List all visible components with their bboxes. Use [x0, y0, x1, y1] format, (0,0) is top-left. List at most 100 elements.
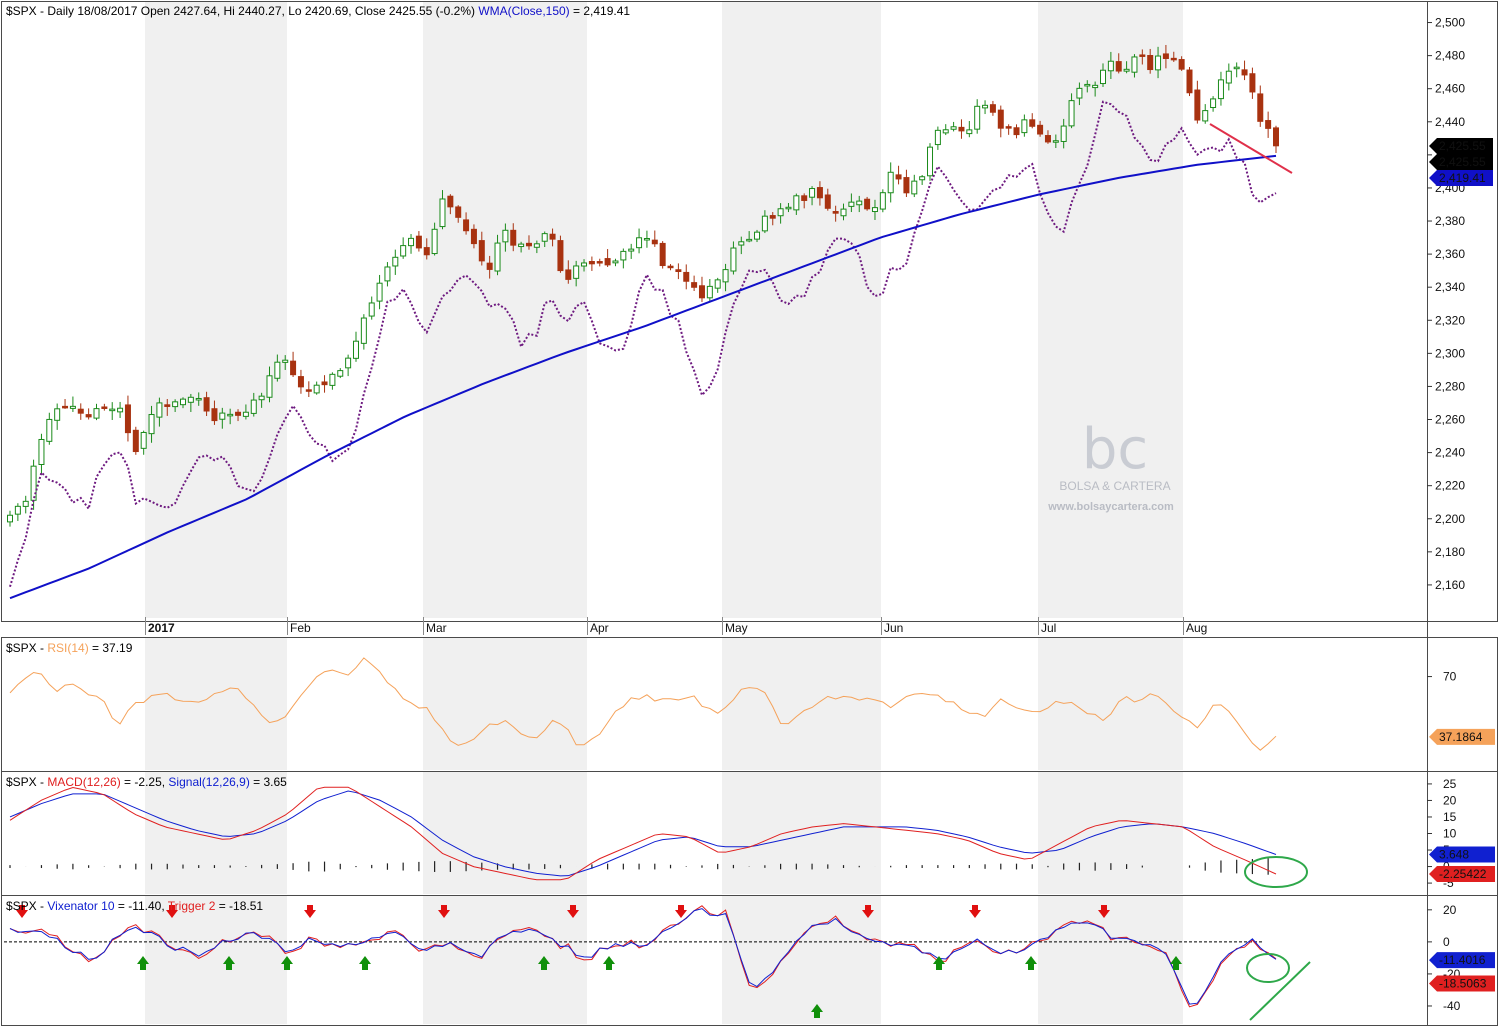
candle-body [1178, 59, 1185, 70]
candle-body [148, 414, 155, 435]
down-signal-arrow [304, 905, 316, 918]
candle-body [919, 176, 926, 181]
candle-body [258, 395, 265, 401]
candle-body [966, 129, 973, 135]
down-signal-arrow [862, 905, 874, 918]
candle-body [478, 240, 485, 262]
vix-tick-label: 20 [1443, 903, 1457, 917]
month-label: Mar [426, 621, 447, 635]
macd-tick-label: -5 [1443, 876, 1454, 890]
macd-tag [1429, 846, 1495, 863]
up-signal-arrow [1025, 956, 1037, 970]
price-tick-label: 2,460 [1435, 82, 1465, 96]
candle-body [30, 465, 37, 501]
candle-body [195, 397, 202, 401]
candle-body [297, 376, 304, 388]
price-tick-label: 2,220 [1435, 479, 1465, 493]
candle-body [1068, 100, 1075, 127]
trend-line [1209, 123, 1293, 174]
candle-body [46, 418, 53, 442]
month-label: May [725, 621, 748, 635]
candle-body [392, 256, 399, 267]
dotted-line [9, 100, 1277, 588]
month-band-2-1 [423, 638, 587, 770]
candle-body [140, 431, 147, 449]
watermark: bc BOLSA & CARTERA www.bolsaycartera.com [1047, 417, 1174, 513]
month-band-6-0 [1038, 2, 1183, 618]
macd-line [9, 786, 1277, 881]
candle-body [400, 245, 407, 257]
rsi-tag [1429, 728, 1495, 745]
candle-body [69, 405, 76, 409]
down-signal-arrow [969, 905, 981, 918]
macd-tick-label: 10 [1443, 827, 1457, 841]
vix-header-value: = -11.40, [115, 899, 168, 913]
vix-header-ind: Vixenator 10 [47, 899, 114, 913]
candle-body [470, 228, 477, 245]
candle-body [187, 396, 194, 403]
vixenator-line [9, 908, 1277, 1005]
candle-body [871, 207, 878, 213]
month-band-0-2 [145, 772, 287, 894]
candle-body [816, 187, 823, 199]
macd-tick-label: 20 [1443, 793, 1457, 807]
month-label: Jun [884, 621, 903, 635]
panel-frame-0 [1, 1, 1498, 622]
rsi-header-sep: - [37, 641, 48, 655]
candle-body [62, 405, 69, 409]
candle-body [903, 177, 910, 194]
down-signal-arrow [1098, 905, 1110, 918]
candle-body [895, 174, 902, 180]
macd-tag [1429, 865, 1495, 882]
price-header: $SPX - Daily 18/08/2017 Open 2427.64, Hi… [6, 4, 630, 18]
candle-body [746, 238, 753, 242]
candle-body [683, 271, 690, 282]
rsi-tag-label: 37.1864 [1439, 730, 1483, 744]
vix-header-sep: - [37, 899, 48, 913]
price-header-wma: WMA(Close,150) [478, 4, 569, 18]
vix-tick-label: 0 [1443, 935, 1450, 949]
price-tick-label: 2,440 [1435, 115, 1465, 129]
candle-body [368, 302, 375, 317]
candle-body [840, 208, 847, 217]
candle-body [109, 408, 116, 412]
candle-body [636, 237, 643, 249]
candle-body [1257, 93, 1264, 122]
candle-body [329, 373, 336, 386]
candle-body [1241, 69, 1248, 76]
candle-body [1005, 126, 1012, 129]
rsi-header-value: = 37.19 [89, 641, 133, 655]
vix-tag-label: -18.5063 [1439, 977, 1487, 991]
price-header-symbol: $SPX [6, 4, 37, 18]
price-tag-label: 2,425.55 [1439, 139, 1486, 153]
price-tag [1429, 154, 1493, 170]
macd-tick-label: 25 [1443, 777, 1457, 791]
candle-body [911, 180, 918, 195]
up-signal-arrow [538, 956, 550, 970]
down-signal-arrow [438, 905, 450, 918]
candle-body [777, 208, 784, 217]
candle-body [887, 171, 894, 194]
candle-body [242, 411, 249, 417]
month-band-4-1 [722, 638, 881, 770]
price-tick-label: 2,340 [1435, 280, 1465, 294]
candle-body [345, 357, 352, 369]
candle-body [927, 146, 934, 177]
candle-body [352, 340, 359, 359]
candle-body [423, 247, 430, 256]
candle-body [494, 242, 501, 272]
candle-body [313, 384, 320, 394]
candle-body [54, 408, 61, 421]
macd-header-sep: - [37, 775, 48, 789]
month-band-2-3 [423, 896, 587, 1024]
candle-body [132, 429, 139, 453]
price-tick-label: 2,380 [1435, 214, 1465, 228]
candle-body [518, 243, 525, 248]
candle-body [408, 237, 415, 247]
price-header-info: - Daily 18/08/2017 Open 2427.64, Hi 2440… [37, 4, 479, 18]
price-tick-label: 2,240 [1435, 446, 1465, 460]
candle-body [376, 282, 383, 302]
macd-header-ind: MACD(12,26) [47, 775, 120, 789]
candle-body [1029, 119, 1036, 127]
